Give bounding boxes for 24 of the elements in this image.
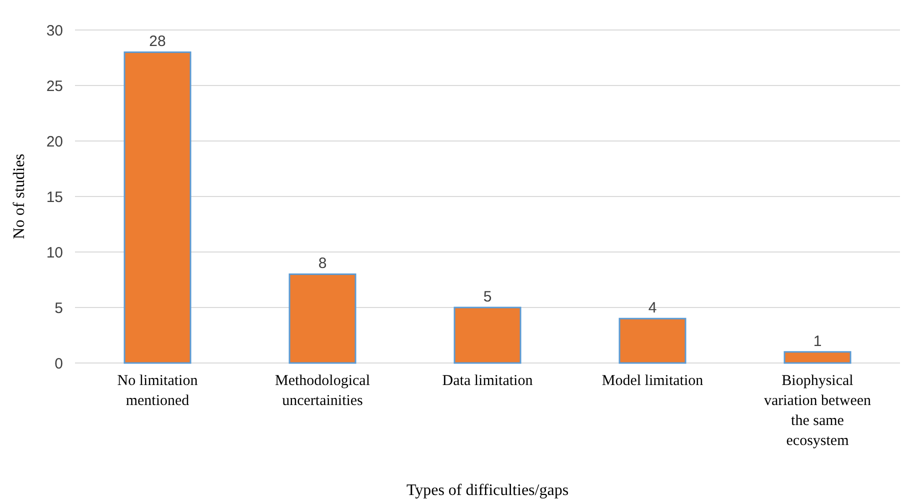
y-tick-label: 25 (46, 78, 63, 95)
y-tick-label: 0 (54, 355, 63, 372)
data-label: 28 (149, 33, 166, 50)
y-tick-label: 30 (46, 22, 63, 40)
bar (454, 306, 522, 364)
y-tick-label: 5 (54, 300, 63, 317)
y-tick-label: 20 (46, 133, 63, 150)
bar (288, 273, 356, 364)
x-tick-label: Methodological uncertainities (275, 373, 370, 409)
x-tick-label: Data limitation (442, 373, 534, 389)
data-label: 1 (813, 332, 822, 350)
bar (784, 351, 852, 364)
x-tick-label: Biophysical variation between the same ecosystem (764, 373, 872, 449)
data-label: 5 (483, 288, 492, 306)
y-axis-title: No of studies (11, 154, 28, 240)
x-tick-label: Model limitation (602, 373, 704, 389)
x-tick-label: No limitation mentioned (117, 373, 198, 409)
data-label: 8 (318, 255, 327, 272)
y-tick-label: 10 (46, 244, 63, 262)
bar (618, 318, 686, 364)
x-axis-title: Types of difficulties/gaps (406, 482, 569, 499)
data-label: 4 (648, 300, 657, 317)
y-tick-label: 15 (46, 188, 63, 206)
bar (124, 51, 192, 364)
